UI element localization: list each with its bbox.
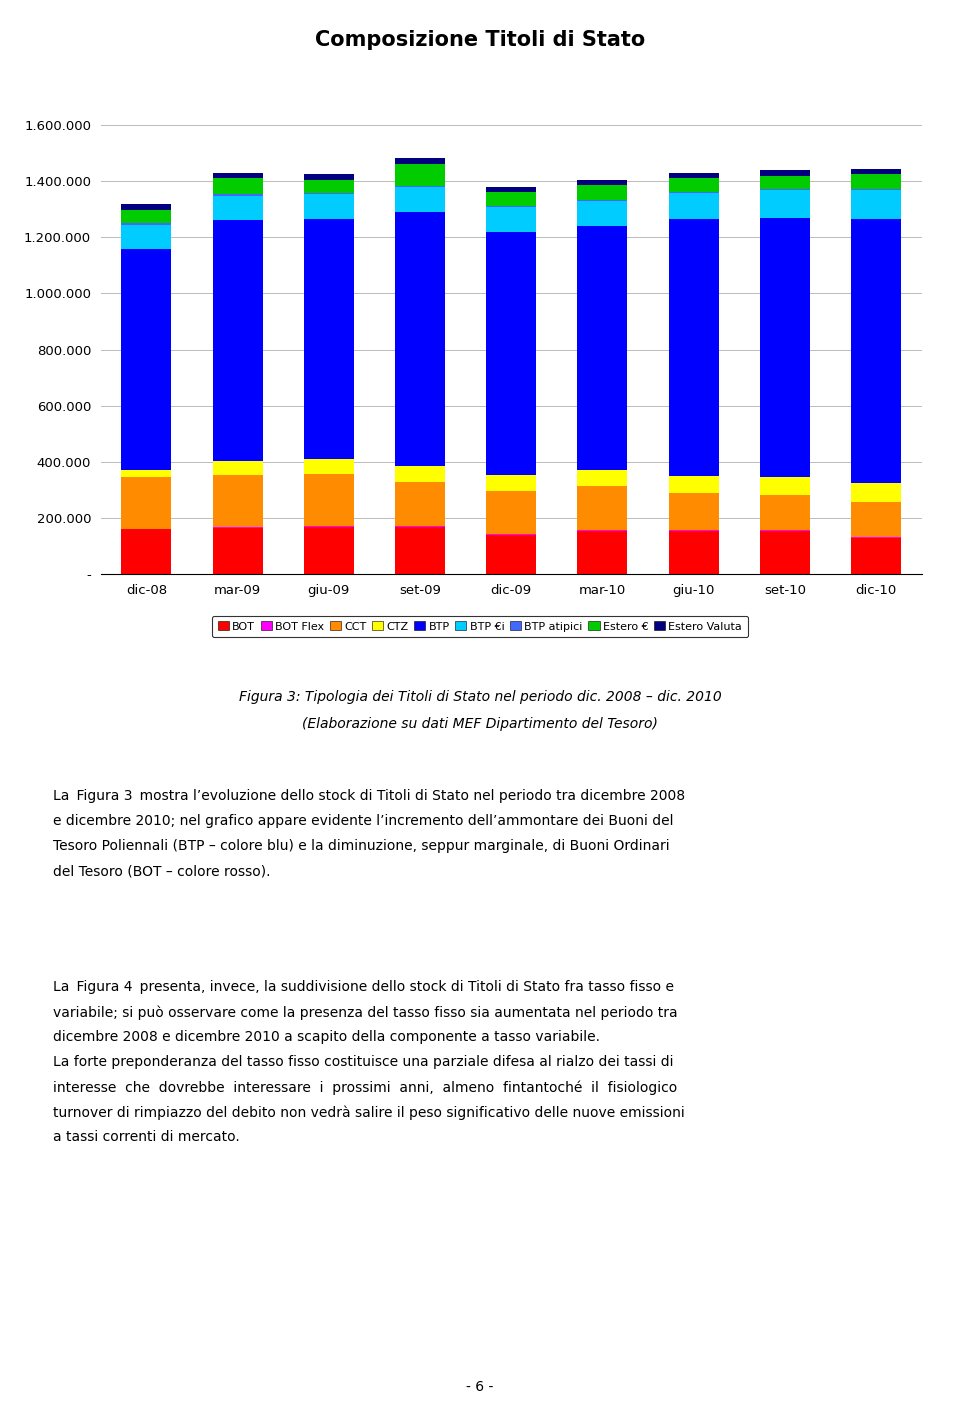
Bar <box>121 470 172 476</box>
Bar <box>851 190 901 219</box>
Bar <box>486 232 537 475</box>
Bar <box>668 192 719 219</box>
Bar <box>121 529 172 574</box>
Bar <box>668 493 719 530</box>
Text: del Tesoro (BOT – colore rosso).: del Tesoro (BOT – colore rosso). <box>53 864 271 878</box>
Bar <box>303 459 354 473</box>
Text: La  Figura 3  mostra l’evoluzione dello stock di Titoli di Stato nel periodo tra: La Figura 3 mostra l’evoluzione dello st… <box>53 789 684 804</box>
Bar <box>486 475 537 490</box>
Bar <box>759 494 810 530</box>
Bar <box>395 187 445 212</box>
Bar <box>486 534 537 574</box>
Bar <box>395 212 445 466</box>
Bar <box>212 221 263 460</box>
Bar <box>212 460 263 475</box>
Bar <box>486 207 537 232</box>
Text: (Elaborazione su dati MEF Dipartimento del Tesoro): (Elaborazione su dati MEF Dipartimento d… <box>302 717 658 731</box>
Bar <box>577 185 628 200</box>
Bar <box>577 530 628 574</box>
Text: dicembre 2008 e dicembre 2010 a scapito della componente a tasso variabile.: dicembre 2008 e dicembre 2010 a scapito … <box>53 1030 600 1045</box>
Bar <box>851 483 901 502</box>
Bar <box>395 466 445 482</box>
Bar <box>303 473 354 526</box>
Bar <box>668 172 719 178</box>
Bar <box>668 219 719 476</box>
Bar <box>759 170 810 175</box>
Bar <box>121 204 172 209</box>
Bar <box>212 475 263 527</box>
Text: Tesoro Poliennali (BTP – colore blu) e la diminuzione, seppur marginale, di Buon: Tesoro Poliennali (BTP – colore blu) e l… <box>53 839 669 854</box>
Bar <box>303 194 354 219</box>
Bar <box>486 192 537 205</box>
Bar <box>759 175 810 188</box>
Text: Composizione Titoli di Stato: Composizione Titoli di Stato <box>315 30 645 50</box>
Bar <box>851 174 901 188</box>
Bar <box>395 482 445 526</box>
Text: a tassi correnti di mercato.: a tassi correnti di mercato. <box>53 1130 240 1144</box>
Bar <box>303 180 354 192</box>
Text: Figura 3: Tipologia dei Titoli di Stato nel periodo dic. 2008 – dic. 2010: Figura 3: Tipologia dei Titoli di Stato … <box>239 690 721 704</box>
Text: e dicembre 2010; nel grafico appare evidente l’incremento dell’ammontare dei Buo: e dicembre 2010; nel grafico appare evid… <box>53 815 673 828</box>
Bar <box>212 195 263 221</box>
Bar <box>759 218 810 477</box>
Bar <box>121 476 172 529</box>
Bar <box>486 187 537 192</box>
Bar <box>121 209 172 224</box>
Bar <box>577 470 628 486</box>
Text: interesse  che  dovrebbe  interessare  i  prossimi  anni,  almeno  fintantoché  : interesse che dovrebbe interessare i pro… <box>53 1080 677 1094</box>
Bar <box>851 168 901 174</box>
Bar <box>759 190 810 218</box>
Bar <box>577 227 628 470</box>
Bar <box>577 486 628 530</box>
Bar <box>851 537 901 574</box>
Bar <box>577 180 628 185</box>
Text: - 6 -: - 6 - <box>467 1379 493 1394</box>
Bar <box>212 172 263 178</box>
Bar <box>486 490 537 534</box>
Text: La  Figura 4  presenta, invece, la suddivisione dello stock di Titoli di Stato f: La Figura 4 presenta, invece, la suddivi… <box>53 980 674 995</box>
Bar <box>668 530 719 574</box>
Text: La forte preponderanza del tasso fisso costituisce una parziale difesa al rialzo: La forte preponderanza del tasso fisso c… <box>53 1054 673 1069</box>
Bar <box>759 477 810 494</box>
Bar <box>303 174 354 180</box>
Bar <box>668 476 719 493</box>
Bar <box>212 527 263 574</box>
Bar <box>121 248 172 470</box>
Bar <box>851 502 901 537</box>
Bar <box>395 158 445 164</box>
Bar <box>121 225 172 248</box>
Bar <box>212 178 263 194</box>
Text: turnover di rimpiazzo del debito non vedrà salire il peso significativo delle nu: turnover di rimpiazzo del debito non ved… <box>53 1106 684 1120</box>
Bar <box>759 530 810 574</box>
Bar <box>851 219 901 483</box>
Bar <box>303 219 354 459</box>
Bar <box>577 201 628 227</box>
Text: variabile; si può osservare come la presenza del tasso fisso sia aumentata nel p: variabile; si può osservare come la pres… <box>53 1006 678 1020</box>
Bar <box>395 164 445 185</box>
Bar <box>395 527 445 574</box>
Legend: BOT, BOT Flex, CCT, CTZ, BTP, BTP €i, BTP atipici, Estero €, Estero Valuta: BOT, BOT Flex, CCT, CTZ, BTP, BTP €i, BT… <box>212 616 748 637</box>
Bar <box>303 527 354 574</box>
Bar <box>668 178 719 191</box>
